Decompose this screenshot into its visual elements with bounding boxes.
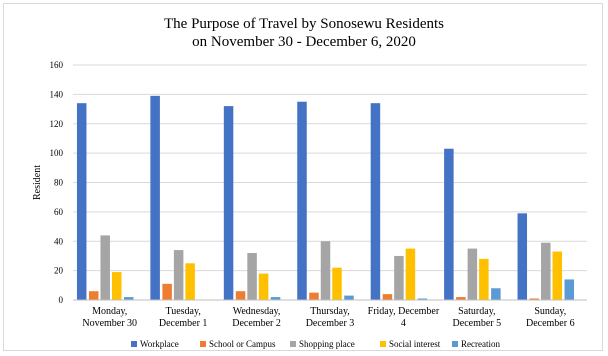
bar — [223, 106, 234, 300]
bar — [123, 297, 134, 300]
bar — [394, 255, 404, 300]
bar — [456, 297, 466, 300]
x-tick-label: December 1 — [159, 318, 208, 329]
y-tick-label: 60 — [54, 207, 64, 217]
legend-swatch — [200, 341, 206, 347]
legend-swatch — [452, 341, 458, 347]
bar — [162, 283, 172, 300]
legend-swatch — [131, 341, 137, 347]
bar — [467, 248, 478, 300]
x-tick-label: Friday, December — [368, 306, 440, 317]
x-tick-label: December 2 — [232, 318, 281, 329]
bar — [529, 298, 540, 300]
bar — [258, 273, 269, 300]
y-axis-label: Resident — [32, 165, 43, 200]
x-tick-label: Saturday, — [458, 306, 495, 317]
x-tick-label: Thursday, — [310, 306, 350, 317]
bar — [332, 267, 342, 300]
legend-label: Shopping place — [299, 339, 355, 349]
bar — [517, 213, 528, 300]
bar — [370, 103, 381, 300]
bar — [100, 235, 110, 300]
x-tick-label: December 6 — [526, 318, 575, 329]
legend-label: Social interest — [389, 339, 441, 349]
y-tick-label: 160 — [50, 60, 64, 70]
bar — [150, 95, 160, 300]
bar — [417, 298, 428, 300]
legend-label: School or Campus — [209, 339, 276, 349]
legend-swatch — [290, 341, 296, 347]
bar — [382, 294, 393, 300]
bar — [173, 250, 184, 300]
bar — [344, 295, 354, 300]
bar — [88, 291, 99, 300]
y-tick-label: 100 — [50, 148, 64, 158]
bar — [297, 101, 307, 300]
y-tick-label: 80 — [54, 178, 64, 188]
bar — [444, 148, 454, 300]
legend-label: Workplace — [140, 339, 179, 349]
bar — [270, 297, 281, 300]
x-tick-label: Wednesday, — [233, 306, 281, 317]
y-tick-label: 140 — [50, 89, 64, 99]
y-tick-label: 120 — [50, 119, 64, 129]
bar — [491, 288, 501, 300]
bar — [479, 258, 489, 300]
y-tick-label: 40 — [54, 236, 64, 246]
y-tick-label: 20 — [54, 266, 64, 276]
bar — [320, 241, 331, 300]
bar — [309, 292, 319, 300]
bar — [405, 248, 416, 300]
chart-title: The Purpose of Travel by Sonosewu Reside… — [164, 16, 444, 32]
legend-swatch — [380, 341, 386, 347]
x-tick-label: Monday, — [92, 306, 127, 317]
x-tick-label: 4 — [401, 318, 406, 329]
bar — [564, 279, 575, 300]
x-tick-label: December 5 — [453, 318, 502, 329]
x-tick-label: November 30 — [82, 318, 137, 329]
bar — [111, 272, 122, 300]
bar — [552, 251, 563, 300]
chart-subtitle: on November 30 - December 6, 2020 — [192, 34, 416, 50]
x-tick-label: Sunday, — [534, 306, 566, 317]
legend-label: Recreation — [461, 339, 500, 349]
y-tick-label: 0 — [59, 295, 64, 305]
x-tick-label: December 3 — [306, 318, 355, 329]
bar — [541, 242, 551, 300]
x-tick-label: Tuesday, — [165, 306, 200, 317]
bar — [235, 291, 246, 300]
bar — [76, 103, 87, 300]
bar — [185, 263, 195, 300]
bar — [247, 253, 257, 300]
